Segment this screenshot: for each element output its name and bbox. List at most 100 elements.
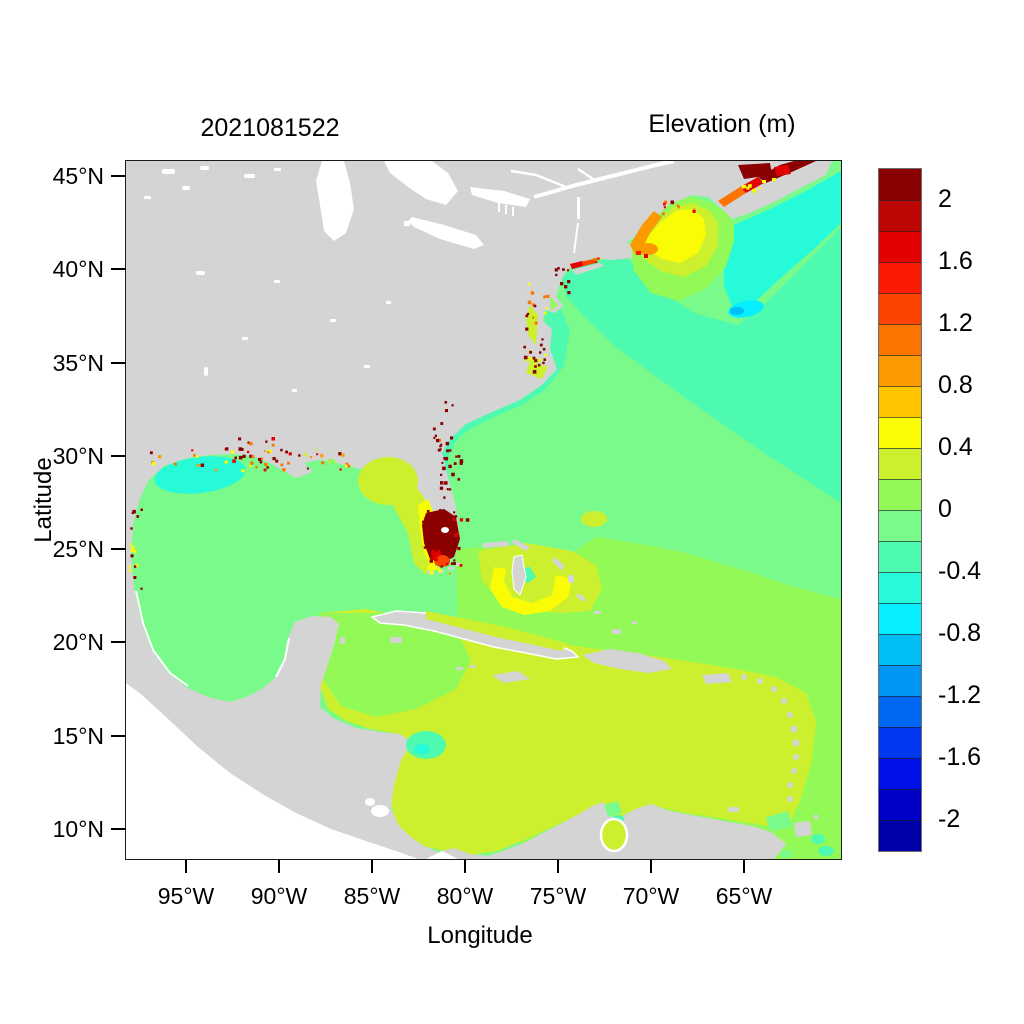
lake-okeechobee [441, 527, 449, 533]
landmass [126, 161, 832, 859]
land-grand-bahama [482, 541, 510, 548]
y-tick-mark [111, 827, 126, 830]
no-data-white [126, 161, 675, 859]
coastal-field-features [154, 161, 841, 859]
y-tick-label: 35°N [52, 349, 104, 376]
colorbar-segment [879, 355, 921, 386]
islands [340, 539, 819, 837]
colorbar-segment [879, 324, 921, 355]
colorbar-segment [879, 510, 921, 541]
y-tick-mark [111, 268, 126, 271]
land-puerto-rico [702, 673, 732, 684]
y-tick-label: 30°N [52, 442, 104, 469]
colorbar-segment [879, 386, 921, 417]
land-isla-juventud [390, 637, 402, 643]
ottawa-river [510, 169, 567, 189]
y-tick-label: 25°N [52, 536, 104, 563]
lake-erie [408, 217, 484, 249]
bahama-bank-crescent [490, 567, 572, 615]
y-tick-label: 45°N [52, 163, 104, 189]
y-tick-label: 40°N [52, 256, 104, 283]
y-tick-mark [111, 548, 126, 551]
land-jamaica [492, 671, 530, 683]
st-lawrence-river [533, 161, 675, 199]
x-tick-mark [464, 860, 466, 873]
land-trinidad [794, 821, 812, 837]
colorbar-segment [879, 479, 921, 510]
colorbar-segment [879, 696, 921, 727]
x-tick-label: 85°W [343, 883, 401, 909]
y-tick-mark [111, 175, 126, 177]
colorbar-tick-label: -1.2 [938, 681, 982, 709]
x-tick-mark [557, 860, 559, 873]
y-tick-mark [111, 361, 126, 364]
y-axis-title: Latitude [30, 457, 57, 543]
colorbar-tick-label: -2 [938, 805, 961, 833]
colorbar [878, 168, 922, 852]
x-axis-title: Longitude [427, 922, 533, 949]
x-tick-mark [185, 860, 187, 873]
pacific-outside-domain [126, 683, 418, 859]
x-tick-label: 90°W [250, 883, 308, 909]
x-tick-mark [743, 860, 745, 873]
elevation-map [126, 161, 841, 859]
lake-maracaibo [599, 817, 629, 853]
colorbar-tick-label: 1.2 [938, 309, 973, 337]
x-tick-mark [371, 860, 373, 873]
x-tick-label: 80°W [436, 883, 494, 909]
colorbar-tick-label: -1.6 [938, 743, 982, 771]
x-tick-label: 75°W [529, 883, 587, 909]
colorbar-tick-label: 0 [938, 495, 952, 523]
y-tick-mark [111, 641, 126, 644]
colorbar-tick-label: 1.6 [938, 247, 973, 275]
y-tick-mark [111, 734, 126, 737]
lake-champlain [577, 197, 580, 219]
colorbar-tick-label: -0.8 [938, 619, 982, 647]
lake-ontario [470, 187, 530, 207]
lake-huron [384, 161, 458, 205]
y-tick-label: 20°N [52, 629, 104, 656]
colorbar-segment [879, 665, 921, 696]
colorbar-segment [879, 262, 921, 293]
colorbar-segment [879, 603, 921, 634]
colorbar-segment [879, 634, 921, 665]
colorbar-segment [879, 231, 921, 262]
colorbar-segment [879, 293, 921, 324]
land-hispaniola [582, 649, 672, 673]
colorbar-segment [879, 727, 921, 758]
colorbar-segment [879, 448, 921, 479]
colorbar-segment [879, 200, 921, 231]
x-tick-mark [278, 860, 280, 873]
colorbar-tick-label: 0.4 [938, 433, 973, 461]
colorbar-tick-label: 0.8 [938, 371, 973, 399]
colorbar-tick-label: 2 [938, 185, 952, 213]
hudson-river [573, 222, 579, 254]
map-plot-area: 45°N 40°N 35°N 30°N 25°N 20°N 15°N 10°N 95°W 90°… [53, 160, 842, 909]
x-tick-label: 70°W [622, 883, 680, 909]
x-tick-label: 65°W [715, 883, 773, 909]
louisiana-shelf-patch [154, 456, 246, 494]
colorbar-segment [879, 789, 921, 820]
colorbar-segment [879, 572, 921, 603]
south-florida-surge-blob [422, 509, 460, 563]
y-tick-label: 15°N [52, 722, 104, 749]
lake-michigan [316, 161, 354, 241]
land-long-island [572, 263, 604, 275]
colorbar-segment [879, 758, 921, 789]
x-tick-mark [650, 860, 652, 873]
y-tick-label: 10°N [52, 815, 104, 842]
colorbar-tick-labels: 2 1.6 1.2 0.8 0.4 0 -0.4 -0.8 -1.2 -1.6 -2 [938, 168, 1018, 850]
colorbar-segment [879, 820, 921, 851]
colorbar-segment [879, 417, 921, 448]
land-north-central-south-america [126, 161, 832, 859]
small-lakes [144, 166, 391, 392]
y-tick-mark [111, 454, 126, 457]
colorbar-segment [879, 541, 921, 572]
land-andros [511, 554, 527, 596]
colorbar-tick-label: -0.4 [938, 557, 982, 585]
plot-timestamp-title: 2021081522 [200, 114, 340, 142]
plot-variable-title: Elevation (m) [648, 110, 796, 138]
x-tick-label: 95°W [157, 883, 215, 909]
coastal-speckles [128, 184, 761, 590]
